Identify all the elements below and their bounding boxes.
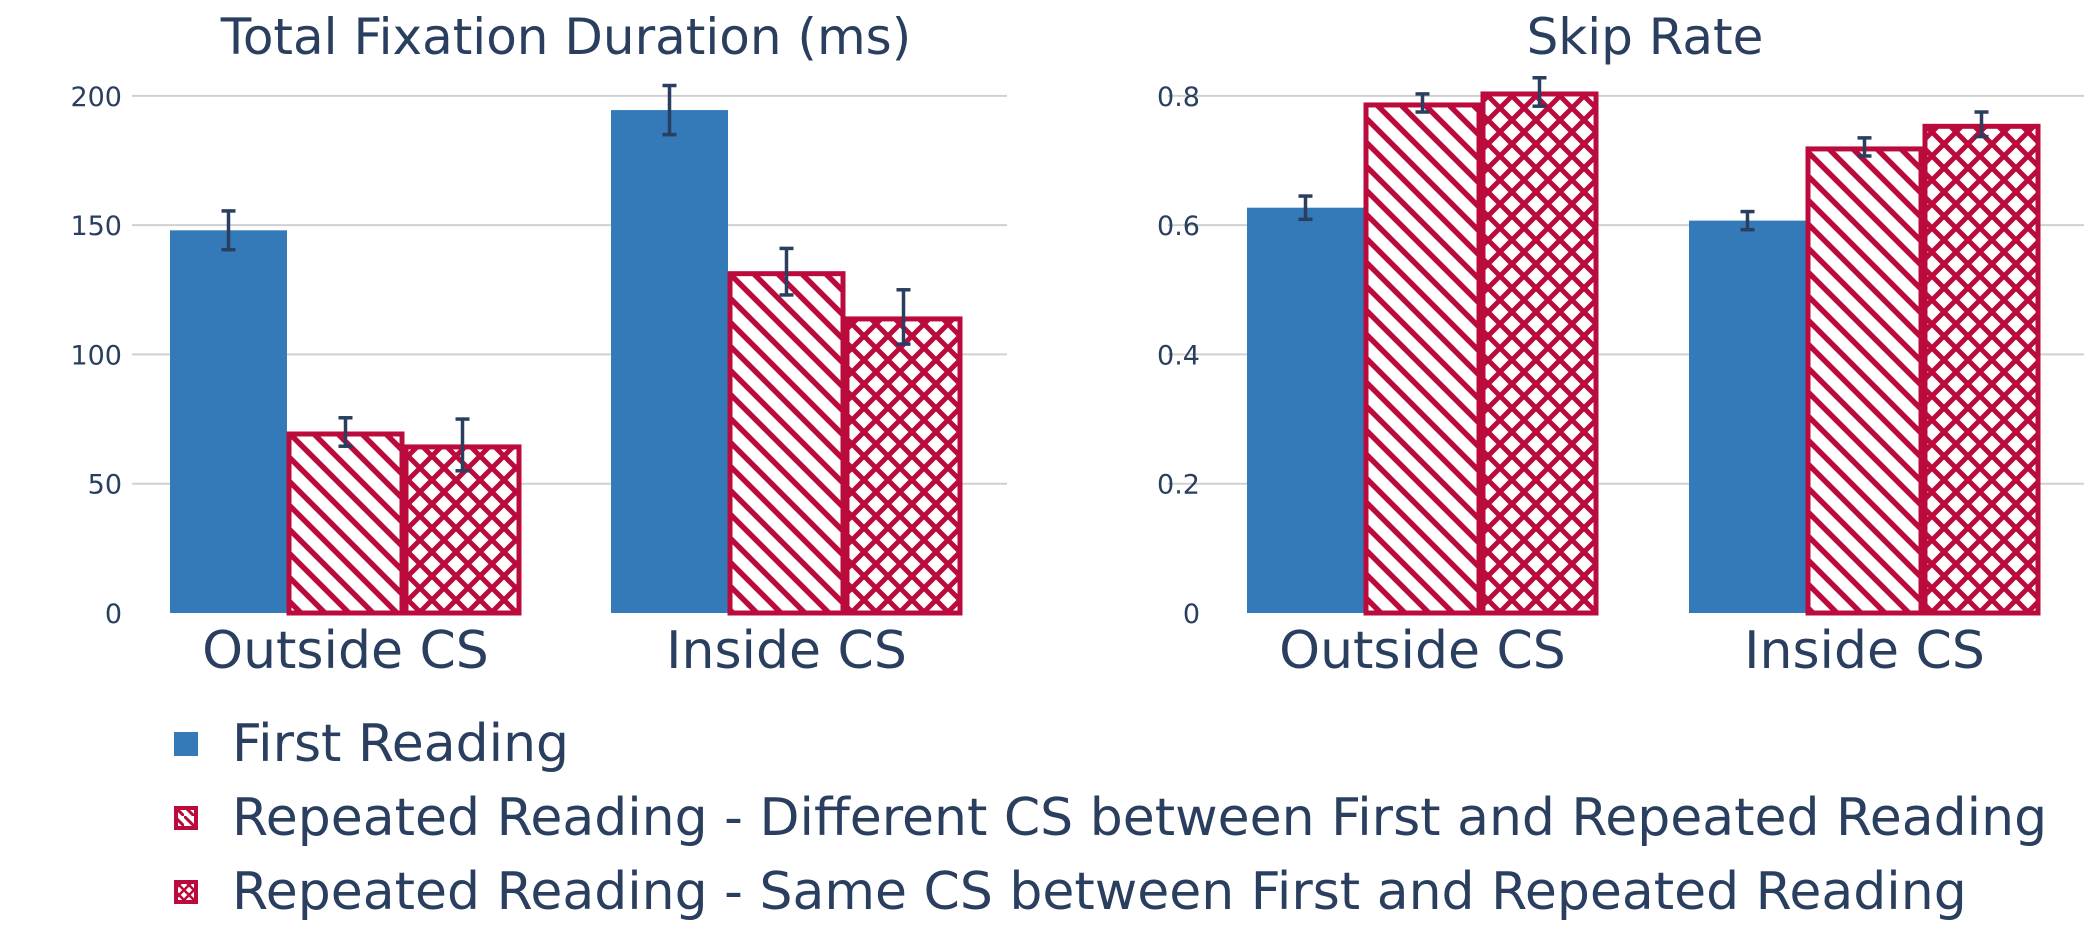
error-bar: [1857, 136, 1872, 158]
error-bar: [1740, 209, 1755, 232]
bar-first-reading: [1689, 220, 1806, 613]
y-tick-label: 0: [105, 599, 122, 630]
y-tick-label: 0.4: [1157, 340, 1200, 371]
error-bar: [338, 416, 353, 448]
bar-first-reading: [1247, 207, 1364, 614]
x-category-label: Outside CS: [1279, 621, 1566, 681]
error-bar: [662, 83, 677, 137]
x-category-label: Inside CS: [666, 621, 907, 681]
error-bar: [1532, 76, 1547, 108]
error-bar: [779, 246, 794, 297]
y-tick-label: 150: [70, 211, 122, 242]
x-category-label: Inside CS: [1744, 621, 1985, 681]
y-tick-label: 0: [1183, 599, 1200, 630]
legend-label: Repeated Reading - Different CS between …: [232, 788, 2048, 848]
chart-panel-1: 0 50 100 150 200 Total Fixation Duration (ms)…: [70, 8, 1007, 681]
y-tick-label: 200: [70, 82, 122, 113]
legend-label: First Reading: [232, 714, 570, 774]
y-tick-label: 0.2: [1157, 470, 1200, 501]
y-tick-label: 50: [88, 470, 122, 501]
chart-title: Total Fixation Duration (ms): [220, 8, 911, 66]
legend-label: Repeated Reading - Same CS between First…: [232, 862, 1967, 922]
bar-first-reading: [611, 110, 728, 613]
error-bar: [896, 288, 911, 346]
bar-same-cs: [1922, 123, 2041, 616]
bar-different-cs: [1363, 102, 1482, 616]
bar-first-reading: [170, 230, 287, 614]
y-tick-label: 0.6: [1157, 211, 1200, 242]
bar-same-cs: [844, 316, 963, 616]
y-tick-label: 100: [70, 340, 122, 371]
error-bar: [1415, 92, 1430, 114]
bar-same-cs: [1480, 91, 1599, 616]
legend-swatch-solid: [174, 732, 198, 756]
bar-different-cs: [286, 431, 405, 616]
legend-swatch-crosshatch: [174, 880, 198, 904]
error-bar: [221, 209, 236, 252]
bar-different-cs: [1805, 146, 1924, 616]
error-bar: [1974, 110, 1989, 139]
bar-different-cs: [727, 271, 846, 616]
y-tick-label: 0.8: [1157, 82, 1200, 113]
error-bar: [1298, 194, 1313, 222]
chart-title: Skip Rate: [1527, 8, 1764, 66]
chart-panel-2: 0 0.2 0.4 0.6 0.8 Skip Rate Outside CS Inside C…: [1157, 8, 2084, 681]
legend-swatch-diagonal: [174, 806, 198, 830]
x-category-label: Outside CS: [202, 621, 489, 681]
error-bar: [455, 417, 470, 473]
